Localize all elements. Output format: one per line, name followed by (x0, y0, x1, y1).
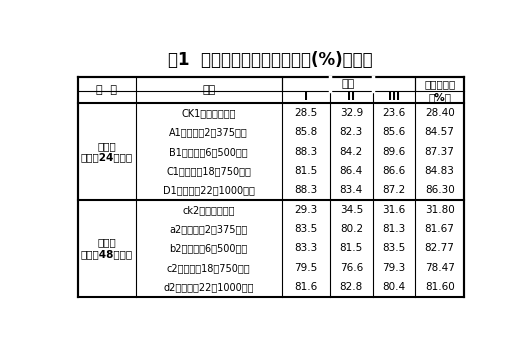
Text: 28.5: 28.5 (294, 108, 317, 118)
Text: 83.5: 83.5 (294, 224, 317, 234)
Text: 79.5: 79.5 (294, 263, 317, 273)
Text: 编  号: 编 号 (96, 85, 117, 95)
Text: 87.37: 87.37 (425, 147, 454, 157)
Text: ck2（清水对照）: ck2（清水对照） (183, 205, 235, 215)
Text: 80.4: 80.4 (382, 282, 406, 292)
Text: 81.5: 81.5 (294, 166, 317, 176)
Text: CK1（清水对照）: CK1（清水对照） (181, 108, 236, 118)
Text: I: I (304, 92, 307, 102)
Text: 86.4: 86.4 (340, 166, 363, 176)
Text: 82.8: 82.8 (340, 282, 363, 292)
Text: D1（实施例22，1000倍）: D1（实施例22，1000倍） (163, 185, 254, 195)
Text: 81.5: 81.5 (340, 244, 363, 253)
Text: 81.6: 81.6 (294, 282, 317, 292)
Text: 76.6: 76.6 (340, 263, 363, 273)
Text: 86.6: 86.6 (382, 166, 406, 176)
Text: 86.30: 86.30 (425, 185, 454, 195)
Text: 处理: 处理 (202, 85, 215, 95)
Text: 88.3: 88.3 (294, 147, 317, 157)
Text: 85.6: 85.6 (382, 127, 406, 137)
Text: 32.9: 32.9 (340, 108, 363, 118)
Text: 83.5: 83.5 (382, 244, 406, 253)
Text: B1（实施例6，500倍）: B1（实施例6，500倍） (169, 147, 248, 157)
Text: d2（实施例22，1000倍）: d2（实施例22，1000倍） (163, 282, 254, 292)
Text: 表1  不同处理对波棱瓜出苗率(%)的影响: 表1 不同处理对波棱瓜出苗率(%)的影响 (168, 50, 373, 69)
Text: 平均出苗率: 平均出苗率 (424, 79, 455, 89)
Text: 81.60: 81.60 (425, 282, 454, 292)
Text: 78.47: 78.47 (425, 263, 454, 273)
Text: 84.2: 84.2 (340, 147, 363, 157)
Text: 84.57: 84.57 (425, 127, 454, 137)
Text: 81.67: 81.67 (425, 224, 454, 234)
Text: 81.3: 81.3 (382, 224, 406, 234)
Text: 84.83: 84.83 (425, 166, 454, 176)
Text: 88.3: 88.3 (294, 185, 317, 195)
Text: 第一组
（浸种24小时）: 第一组 （浸种24小时） (81, 141, 133, 163)
Text: C1（实施例18，750倍）: C1（实施例18，750倍） (166, 166, 251, 176)
Text: b2（实施例6，500倍）: b2（实施例6，500倍） (170, 244, 248, 253)
Text: 89.6: 89.6 (382, 147, 406, 157)
Text: 80.2: 80.2 (340, 224, 363, 234)
Text: 82.3: 82.3 (340, 127, 363, 137)
Text: a2（实施例2，375倍）: a2（实施例2，375倍） (170, 224, 248, 234)
Text: 83.3: 83.3 (294, 244, 317, 253)
Text: A1（实施例2，375倍）: A1（实施例2，375倍） (169, 127, 248, 137)
Text: III: III (388, 92, 400, 102)
Text: 82.77: 82.77 (425, 244, 454, 253)
Text: 79.3: 79.3 (382, 263, 406, 273)
Text: 23.6: 23.6 (382, 108, 406, 118)
Text: 31.80: 31.80 (425, 205, 454, 215)
Text: 29.3: 29.3 (294, 205, 317, 215)
Text: （%）: （%） (428, 92, 451, 102)
Text: 87.2: 87.2 (382, 185, 406, 195)
Text: 重复: 重复 (342, 79, 355, 89)
Text: 83.4: 83.4 (340, 185, 363, 195)
Text: 85.8: 85.8 (294, 127, 317, 137)
Text: 31.6: 31.6 (382, 205, 406, 215)
Text: c2（实施例18，750倍）: c2（实施例18，750倍） (167, 263, 251, 273)
Text: II: II (348, 92, 355, 102)
Text: 28.40: 28.40 (425, 108, 454, 118)
Text: 34.5: 34.5 (340, 205, 363, 215)
Text: 第二组
（浸种48小时）: 第二组 （浸种48小时） (81, 237, 133, 259)
